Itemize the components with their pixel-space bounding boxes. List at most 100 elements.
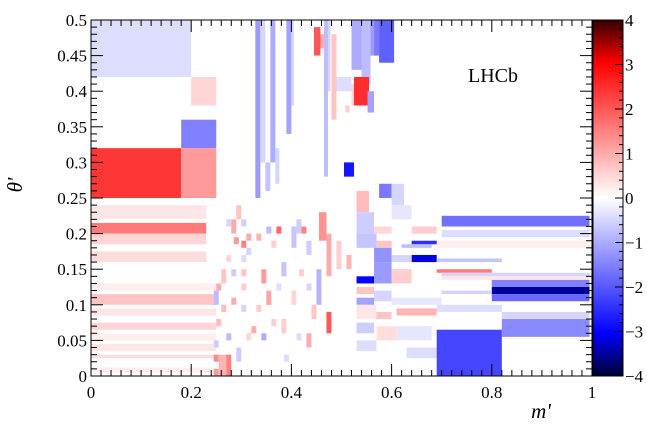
heatmap-cell bbox=[491, 294, 590, 302]
heatmap-cell bbox=[213, 368, 219, 376]
y-tick-label: 0.25 bbox=[57, 189, 87, 208]
heatmap-cell bbox=[226, 333, 232, 341]
heatmap-cell bbox=[374, 247, 392, 263]
heatmap-cell bbox=[236, 205, 242, 220]
heatmap-cell bbox=[401, 244, 432, 248]
heatmap-cell bbox=[276, 283, 282, 291]
colorbar-tick-label: −3 bbox=[625, 323, 643, 342]
x-tick-label: 0 bbox=[87, 383, 96, 402]
heatmap-cell bbox=[270, 20, 276, 163]
heatmap-cell bbox=[91, 308, 217, 316]
heatmap-cell bbox=[276, 226, 282, 234]
heatmap-cell bbox=[213, 354, 219, 362]
heatmap-cell bbox=[406, 347, 437, 359]
heatmap-cell bbox=[356, 276, 375, 284]
heatmap-cell bbox=[436, 240, 590, 248]
heatmap-cell bbox=[91, 322, 217, 330]
heatmap-cell bbox=[411, 254, 437, 263]
colorbar-tick-label: −1 bbox=[625, 234, 643, 253]
heatmap-cell bbox=[246, 247, 252, 255]
heatmap-cell bbox=[326, 233, 332, 277]
heatmap-cell bbox=[91, 233, 207, 245]
x-axis-ticks: 0 0.2 0.4 0.6 0.8 1 bbox=[87, 20, 596, 402]
colorbar-tick-label: −2 bbox=[625, 278, 643, 297]
heatmap-cell bbox=[374, 262, 392, 284]
heatmap-cell bbox=[491, 279, 590, 287]
heatmap-cell bbox=[266, 226, 272, 234]
colorbar-tick-label: 1 bbox=[625, 145, 634, 164]
heatmap-cell bbox=[374, 226, 392, 234]
y-tick-label: 0 bbox=[79, 367, 88, 386]
heatmap-cell bbox=[391, 205, 412, 220]
y-tick-label: 0.4 bbox=[66, 82, 88, 101]
heatmap-cell bbox=[396, 308, 437, 316]
heatmap-cell bbox=[246, 333, 252, 341]
heatmap-cell bbox=[327, 20, 331, 92]
heatmap-cell bbox=[374, 20, 380, 56]
x-tick-label: 0.8 bbox=[481, 383, 502, 402]
heatmap-cell bbox=[271, 319, 277, 327]
heatmap-cell bbox=[226, 254, 232, 263]
heatmap-cell bbox=[298, 269, 304, 277]
heatmap-cell bbox=[91, 20, 192, 77]
heatmap-cell bbox=[367, 91, 375, 113]
heatmap-cell bbox=[181, 119, 217, 149]
heatmap-cell bbox=[91, 251, 207, 263]
heatmap-cell bbox=[376, 311, 392, 320]
heatmap-cell bbox=[306, 283, 312, 291]
y-tick-label: 0.35 bbox=[57, 118, 87, 137]
heatmap-cell bbox=[374, 290, 392, 302]
heatmap-cell bbox=[291, 290, 297, 305]
heatmap-cell bbox=[91, 148, 182, 198]
heatmap-cell bbox=[236, 347, 242, 362]
heatmap-cell bbox=[379, 20, 395, 63]
heatmap-cell bbox=[376, 240, 392, 248]
heatmap-cell bbox=[91, 354, 217, 359]
heatmap-cell bbox=[241, 269, 247, 277]
lhcb-label: LHCb bbox=[468, 65, 518, 87]
heatmap-cell bbox=[213, 290, 219, 305]
heatmap-cell bbox=[265, 162, 271, 191]
heatmap-cell bbox=[336, 240, 342, 270]
heatmap-cell bbox=[356, 322, 375, 334]
heatmap-cell bbox=[345, 105, 350, 113]
heatmap-cell bbox=[296, 333, 302, 341]
heatmap-cell bbox=[218, 354, 227, 376]
heatmap-cell bbox=[491, 287, 590, 295]
heatmap-cell bbox=[275, 148, 280, 184]
heatmap-cell bbox=[226, 219, 232, 227]
heatmap-cell bbox=[361, 20, 371, 85]
heatmap-cell bbox=[441, 272, 590, 277]
heatmap-cell bbox=[379, 183, 392, 198]
heatmap-cell bbox=[436, 329, 502, 376]
x-axis-label: m' bbox=[531, 399, 551, 423]
y-axis-label: θ' bbox=[3, 177, 27, 192]
heatmap-cell bbox=[261, 333, 267, 341]
heatmap-cell bbox=[411, 226, 437, 234]
heatmap-cell bbox=[91, 283, 217, 291]
heatmap-cell bbox=[391, 269, 412, 284]
heatmap-cell bbox=[436, 258, 502, 263]
x-tick-label: 0.4 bbox=[281, 383, 303, 402]
heatmap-cell bbox=[501, 319, 590, 337]
heatmap-cell bbox=[251, 326, 257, 334]
heatmap-cell bbox=[391, 254, 412, 263]
heatmap-cell bbox=[441, 230, 590, 238]
heatmap-cell bbox=[91, 205, 207, 220]
heatmap-cell bbox=[441, 215, 590, 227]
heatmap-cell bbox=[356, 297, 375, 305]
heatmap-cell bbox=[326, 311, 332, 334]
y-tick-label: 0.1 bbox=[66, 296, 87, 315]
heatmap-cell bbox=[318, 212, 327, 241]
heatmap-cell bbox=[396, 326, 432, 341]
heatmap-cell bbox=[213, 340, 219, 348]
heatmap-cell bbox=[216, 283, 222, 291]
heatmap-cell bbox=[291, 20, 294, 106]
heatmap-cell bbox=[354, 76, 370, 106]
heatmap-cell bbox=[346, 254, 352, 270]
heatmap-cell bbox=[316, 269, 322, 305]
y-tick-label: 0.15 bbox=[57, 260, 87, 279]
heatmap-cell bbox=[356, 304, 377, 320]
heatmap-cells bbox=[91, 20, 590, 376]
